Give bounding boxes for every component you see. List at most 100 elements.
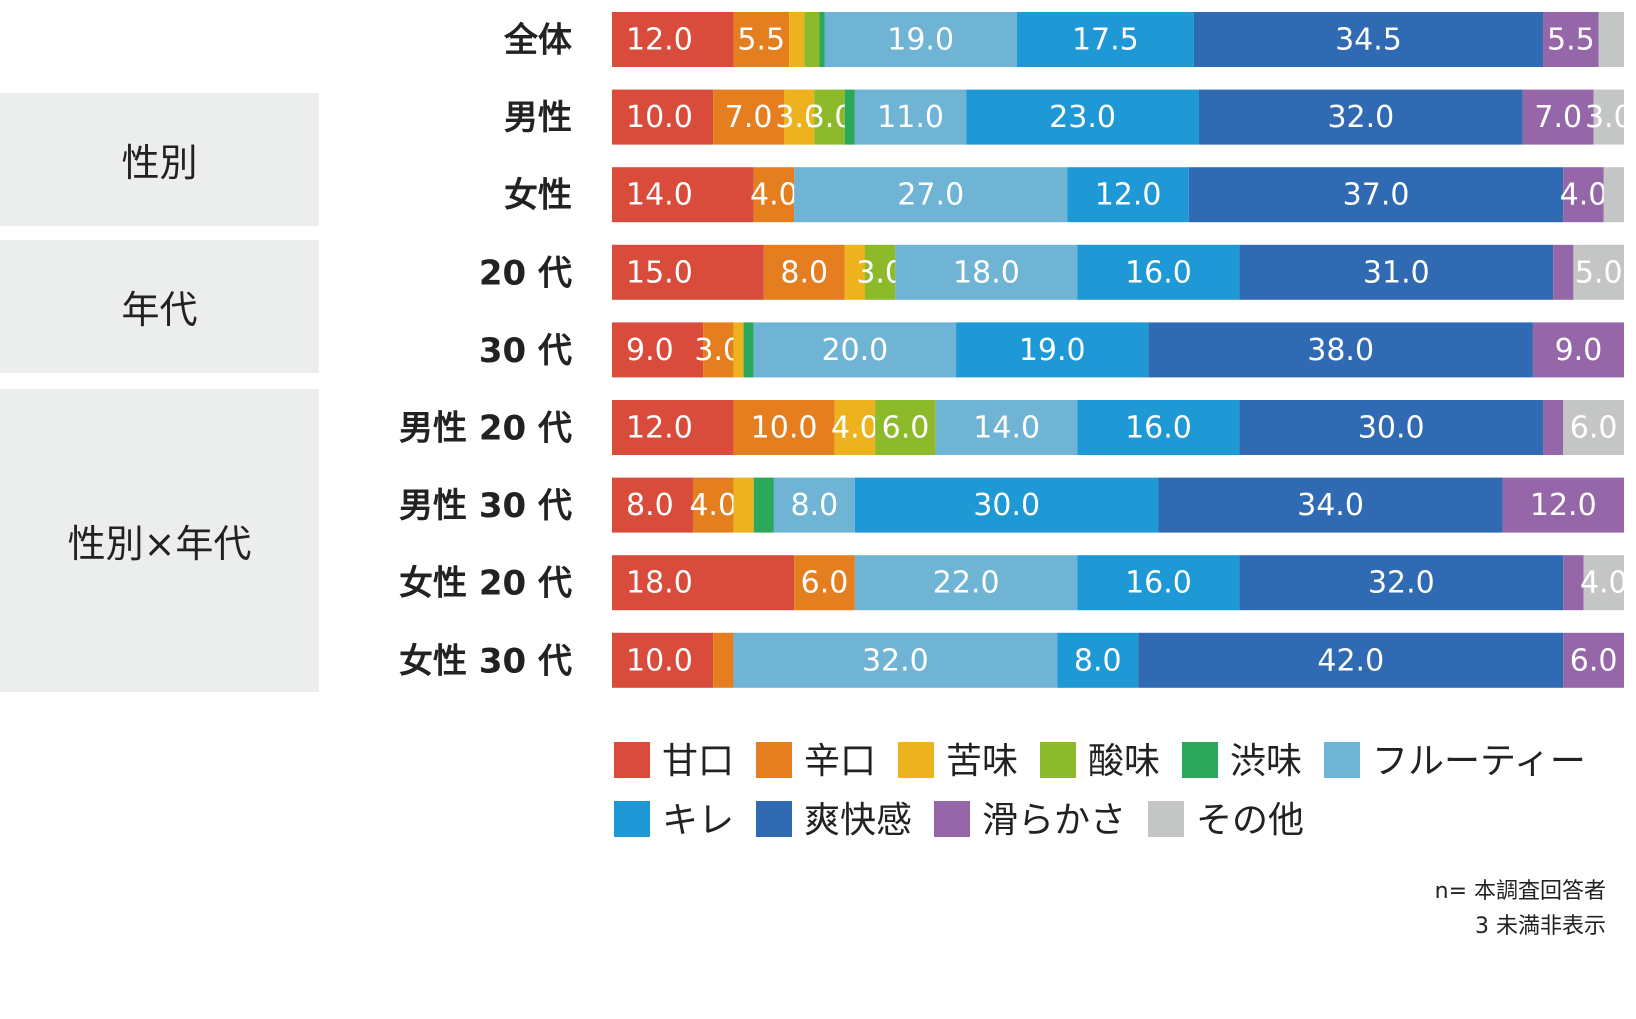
bar-segment bbox=[763, 244, 845, 300]
bar-segment bbox=[612, 322, 704, 378]
data-label: 5.0 bbox=[1575, 255, 1623, 290]
bar-segment bbox=[1593, 89, 1624, 145]
bar-segment bbox=[1016, 12, 1194, 67]
data-label: 4.0 bbox=[750, 178, 798, 213]
bar-segment bbox=[713, 632, 734, 688]
legend-swatch bbox=[614, 801, 650, 837]
bar-segment bbox=[854, 89, 967, 145]
stacked-bar-chart: 全体 12.0 5.5 19.0 17.5 34.5 5.5男性 10.0 7.0 3.03.0 1… bbox=[399, 12, 1633, 841]
bar-segment bbox=[753, 322, 957, 378]
group-label-gender: 性別 bbox=[0, 93, 319, 226]
note-hidden: 3 未満非表示 bbox=[1475, 914, 1606, 939]
legend-label: 苦味 bbox=[946, 741, 1018, 782]
bar-segment bbox=[789, 12, 805, 67]
data-label: 14.0 bbox=[626, 178, 693, 213]
legend-swatch bbox=[1040, 742, 1076, 778]
legend-swatch bbox=[1148, 801, 1184, 837]
bar-segment bbox=[1522, 89, 1594, 145]
bar-segment bbox=[1239, 400, 1544, 455]
legend-swatch bbox=[1182, 742, 1218, 778]
bar-segment bbox=[1603, 167, 1624, 223]
bar-segment bbox=[844, 244, 865, 300]
bar-segment bbox=[1188, 167, 1564, 223]
category-label: 全体 bbox=[503, 21, 572, 61]
bar-segment bbox=[956, 322, 1149, 378]
legend-label: フルーティー bbox=[1372, 741, 1586, 782]
bar-segment bbox=[733, 400, 835, 455]
bar-segment bbox=[1067, 167, 1189, 223]
category-label: 女性 20 代 bbox=[399, 564, 572, 604]
bar-segment bbox=[895, 244, 1078, 300]
bar-segment bbox=[854, 555, 1078, 611]
data-label: 4.0 bbox=[689, 488, 737, 523]
bar-segment bbox=[692, 477, 734, 533]
bar-segment bbox=[1077, 400, 1240, 455]
bar-segment bbox=[612, 555, 795, 611]
bar-segment bbox=[1057, 632, 1139, 688]
data-label: 14.0 bbox=[973, 411, 1040, 446]
bar-segment bbox=[966, 89, 1199, 145]
bar-segment bbox=[753, 167, 795, 223]
data-label: 20.0 bbox=[821, 333, 888, 368]
data-label: 3.0 bbox=[1585, 100, 1633, 135]
data-label: 12.0 bbox=[626, 23, 693, 58]
data-label: 6.0 bbox=[1570, 411, 1618, 446]
bar-segment bbox=[1598, 12, 1624, 67]
data-label: 4.0 bbox=[831, 411, 879, 446]
data-label: 16.0 bbox=[1125, 255, 1192, 290]
bar-segment bbox=[834, 400, 876, 455]
data-label: 22.0 bbox=[933, 566, 1000, 601]
data-label: 6.0 bbox=[882, 411, 930, 446]
bar-segment bbox=[1543, 400, 1564, 455]
data-label: 12.0 bbox=[1530, 488, 1597, 523]
legend-label: 渋味 bbox=[1230, 741, 1302, 782]
data-label: 32.0 bbox=[862, 643, 929, 678]
bar-segment bbox=[1138, 632, 1564, 688]
data-label: 7.0 bbox=[1534, 100, 1582, 135]
data-label: 30.0 bbox=[1358, 411, 1425, 446]
data-label: 32.0 bbox=[1327, 100, 1394, 135]
legend-label: 辛口 bbox=[804, 741, 876, 782]
bar-segment bbox=[794, 555, 855, 611]
legend-label: キレ bbox=[662, 800, 734, 841]
bar-segment bbox=[814, 89, 845, 145]
data-label: 4.0 bbox=[1560, 178, 1608, 213]
bar-segment bbox=[733, 322, 744, 378]
data-label: 11.0 bbox=[877, 100, 944, 135]
bar-segment bbox=[935, 400, 1078, 455]
bar-segment bbox=[1583, 555, 1624, 611]
data-label: 7.0 bbox=[725, 100, 773, 135]
group-label-gender-age: 性別×年代 bbox=[0, 389, 319, 692]
data-label: 9.0 bbox=[1555, 333, 1603, 368]
data-label: 10.0 bbox=[626, 643, 693, 678]
legend-swatch bbox=[1324, 742, 1360, 778]
legend-swatch bbox=[614, 742, 650, 778]
data-label: 12.0 bbox=[626, 411, 693, 446]
bar-segment bbox=[804, 12, 820, 67]
bar-segment bbox=[1563, 167, 1604, 223]
bar-segment bbox=[1543, 12, 1599, 67]
category-label: 女性 bbox=[504, 176, 572, 216]
bar-segment bbox=[1553, 244, 1574, 300]
note-sample: n= 本調査回答者 bbox=[1434, 879, 1606, 904]
bar-segment bbox=[612, 89, 714, 145]
bar-segment bbox=[865, 244, 896, 300]
bar-segment bbox=[854, 477, 1159, 533]
bar-segment bbox=[1077, 244, 1240, 300]
data-label: 8.0 bbox=[780, 255, 828, 290]
data-label: 9.0 bbox=[626, 333, 674, 368]
data-label: 5.5 bbox=[737, 23, 785, 58]
bar-segment bbox=[875, 400, 936, 455]
data-label: 8.0 bbox=[791, 488, 839, 523]
bar-segment bbox=[733, 477, 754, 533]
bar-segment bbox=[612, 167, 754, 223]
data-label: 4.0 bbox=[1580, 566, 1628, 601]
bar-segment bbox=[1193, 12, 1544, 67]
bar-segment bbox=[819, 12, 825, 67]
bar-segment bbox=[1532, 322, 1624, 378]
bar-segment bbox=[713, 89, 785, 145]
data-label: 6.0 bbox=[1570, 643, 1618, 678]
bar-segment bbox=[1239, 244, 1554, 300]
bar-segment bbox=[784, 89, 815, 145]
data-label: 23.0 bbox=[1049, 100, 1116, 135]
